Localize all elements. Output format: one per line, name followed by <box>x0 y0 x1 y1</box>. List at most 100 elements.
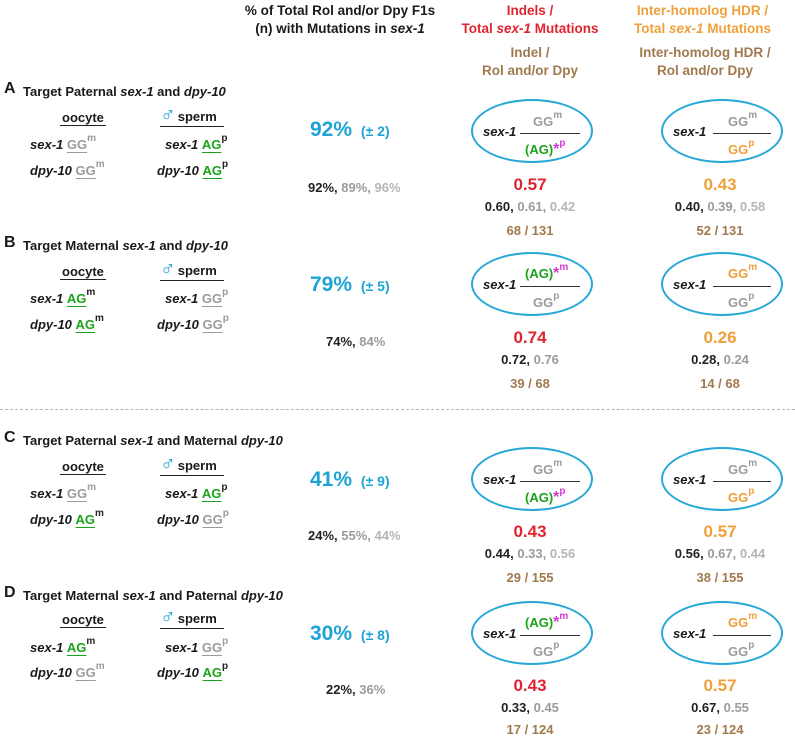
hdr-genotype-ellipse: sex-1 GGm GGp <box>661 601 783 665</box>
sperm-dpy10: dpy-10 GGp <box>157 508 229 527</box>
col-header-percent: % of Total Rol and/or Dpy F1s (n) with M… <box>240 2 440 38</box>
ellipse-bottom-allele: GGp <box>728 640 755 659</box>
oocyte-sex1: sex-1 AGm <box>30 287 96 306</box>
col-header-hdr: Inter-homolog HDR / Total sex-1 Mutation… <box>610 2 795 38</box>
oocyte-header: oocyte <box>60 612 106 628</box>
sperm-label: sperm <box>177 109 217 124</box>
ellipse-bottom-allele: GGp <box>533 640 560 659</box>
hdr-counts: 14 / 68 <box>700 376 740 391</box>
ellipse-divider <box>713 481 771 482</box>
ellipse-bottom-allele: GGp <box>728 138 755 157</box>
sperm-header: ♂ sperm <box>160 257 219 280</box>
sperm-underline <box>160 475 224 476</box>
ellipse-bottom-allele: GGp <box>533 291 560 310</box>
male-symbol-icon: ♂ <box>160 103 176 126</box>
mutation-percent: 79% (± 5) <box>310 273 390 296</box>
hdr-replicates: 0.40, 0.39, 0.58 <box>674 199 766 214</box>
hdr-genotype-ellipse: sex-1 GGm GGp <box>661 252 783 316</box>
indel-genotype-ellipse: sex-1 GGm (AG)*p <box>471 99 593 163</box>
ellipse-top-allele: (AG)*m <box>525 262 569 282</box>
hdr-counts: 38 / 155 <box>696 570 744 585</box>
sperm-label: sperm <box>177 458 217 473</box>
ellipse-divider <box>520 286 580 287</box>
sperm-underline <box>160 628 224 629</box>
male-symbol-icon: ♂ <box>160 257 176 280</box>
indel-replicates: 0.72, 0.76 <box>501 352 559 367</box>
indel-ratio: 0.43 <box>513 676 547 695</box>
indel-genotype-ellipse: sex-1 (AG)*m GGp <box>471 252 593 316</box>
sperm-label: sperm <box>177 263 217 278</box>
mutation-percent: 41% (± 9) <box>310 468 390 491</box>
male-symbol-icon: ♂ <box>160 452 176 475</box>
sperm-header: ♂ sperm <box>160 605 219 628</box>
subheader-indels-line2: Rol and/or Dpy <box>481 63 578 78</box>
ellipse-bottom-allele: GGp <box>728 291 755 310</box>
indel-ratio: 0.43 <box>513 522 547 541</box>
hdr-ratio: 0.57 <box>703 522 737 541</box>
sperm-sex1: sex-1 AGp <box>165 133 228 152</box>
panel-letter: D <box>4 584 16 601</box>
ellipse-top-allele: GGm <box>728 110 758 129</box>
panel-letter: A <box>4 80 16 97</box>
ellipse-divider <box>520 635 580 636</box>
panel-title: Target Maternal sex-1 and dpy-10 <box>23 238 228 253</box>
ellipse-bottom-allele: (AG)*p <box>525 486 566 506</box>
ellipse-divider <box>713 635 771 636</box>
hdr-genotype-ellipse: sex-1 GGm GGp <box>661 447 783 511</box>
col-header-hdr-line1: Inter-homolog HDR / <box>636 3 769 18</box>
ellipse-divider <box>713 133 771 134</box>
sperm-sex1: sex-1 GGp <box>165 287 229 306</box>
col-header-indels: Indels / Total sex-1 Mutations <box>455 2 605 38</box>
sperm-underline <box>160 126 224 127</box>
hdr-replicates: 0.67, 0.55 <box>691 700 749 715</box>
indel-counts: 29 / 155 <box>506 570 554 585</box>
oocyte-sex1: sex-1 GGm <box>30 133 97 152</box>
indel-replicates: 0.33, 0.45 <box>501 700 559 715</box>
sperm-dpy10: dpy-10 GGp <box>157 313 229 332</box>
oocyte-dpy10: dpy-10 AGm <box>30 508 104 527</box>
sperm-underline <box>160 280 224 281</box>
indel-ratio: 0.57 <box>513 175 547 194</box>
sperm-dpy10: dpy-10 AGp <box>157 661 229 680</box>
hdr-counts: 52 / 131 <box>696 223 744 238</box>
sperm-header: ♂ sperm <box>160 452 219 475</box>
subheader-hdr-line2: Rol and/or Dpy <box>656 63 753 78</box>
hdr-genotype-ellipse: sex-1 GGm GGp <box>661 99 783 163</box>
replicate-percents: 22%, 36% <box>326 682 386 697</box>
col-header-indels-line1: Indels / <box>506 3 554 18</box>
col-header-percent-line2: (n) with Mutations in sex-1 <box>255 21 425 36</box>
ellipse-top-allele: GGm <box>728 262 758 281</box>
subheader-hdr: Inter-homolog HDR / Rol and/or Dpy <box>615 44 795 80</box>
oocyte-dpy10: dpy-10 GGm <box>30 661 105 680</box>
col-header-hdr-line2: Total sex-1 Mutations <box>633 21 772 36</box>
sperm-sex1: sex-1 GGp <box>165 636 229 655</box>
subheader-hdr-line1: Inter-homolog HDR / <box>639 45 771 60</box>
hdr-ratio: 0.57 <box>703 676 737 695</box>
indel-replicates: 0.44, 0.33, 0.56 <box>484 546 576 561</box>
indel-genotype-ellipse: sex-1 GGm (AG)*p <box>471 447 593 511</box>
col-header-indels-line2: Total sex-1 Mutations <box>461 21 599 36</box>
sperm-label: sperm <box>177 611 217 626</box>
oocyte-sex1: sex-1 AGm <box>30 636 96 655</box>
hdr-ratio: 0.43 <box>703 175 737 194</box>
mutation-percent: 30% (± 8) <box>310 622 390 645</box>
col-header-percent-line1: % of Total Rol and/or Dpy F1s <box>244 3 436 18</box>
ellipse-bottom-allele: (AG)*p <box>525 138 566 158</box>
ellipse-top-allele: GGm <box>728 611 758 630</box>
oocyte-dpy10: dpy-10 GGm <box>30 159 105 178</box>
indel-counts: 68 / 131 <box>506 223 554 238</box>
oocyte-header: oocyte <box>60 459 106 475</box>
male-symbol-icon: ♂ <box>160 605 176 628</box>
indel-counts: 39 / 68 <box>510 376 550 391</box>
sperm-dpy10: dpy-10 AGp <box>157 159 229 178</box>
ellipse-top-allele: (AG)*m <box>525 611 569 631</box>
indel-ratio: 0.74 <box>513 328 547 347</box>
sperm-sex1: sex-1 AGp <box>165 482 228 501</box>
hdr-counts: 23 / 124 <box>696 722 744 737</box>
panel-title: Target Maternal sex-1 and Paternal dpy-1… <box>23 588 283 603</box>
indel-counts: 17 / 124 <box>506 722 554 737</box>
replicate-percents: 74%, 84% <box>326 334 386 349</box>
oocyte-header: oocyte <box>60 264 106 280</box>
ellipse-divider <box>520 481 580 482</box>
ellipse-divider <box>520 133 580 134</box>
